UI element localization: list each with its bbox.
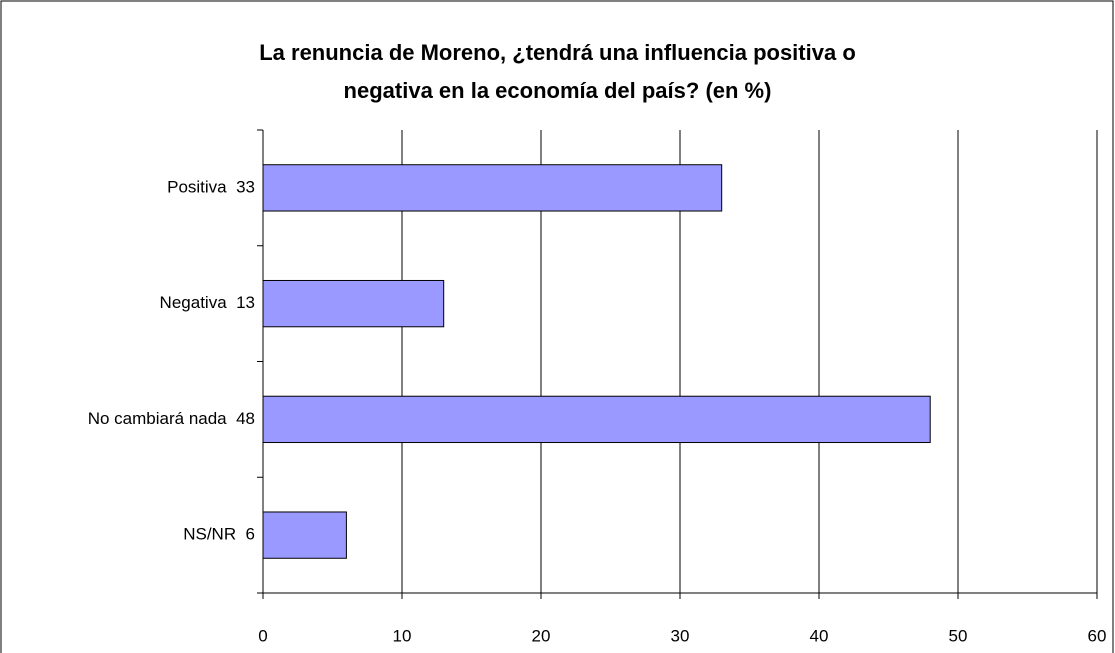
bar <box>262 279 445 328</box>
x-tick-label: 30 <box>671 626 690 645</box>
y-tick-label: No cambiará nada 48 <box>88 409 255 428</box>
y-tick-label: Positiva 33 <box>167 177 255 196</box>
x-tick-label: 20 <box>532 626 551 645</box>
y-tick-label: NS/NR 6 <box>183 525 255 544</box>
y-tick-label: Negativa 13 <box>160 293 255 312</box>
bar <box>262 395 931 444</box>
bar <box>262 164 723 212</box>
x-tick-label: 40 <box>810 626 829 645</box>
x-tick-label: 50 <box>949 626 968 645</box>
x-tick-label: 60 <box>1088 626 1107 645</box>
x-tick-label: 10 <box>393 626 412 645</box>
bar <box>262 511 347 559</box>
chart-title: La renuncia de Moreno, ¿tendrá una influ… <box>259 40 856 103</box>
x-tick-label: 0 <box>258 626 267 645</box>
